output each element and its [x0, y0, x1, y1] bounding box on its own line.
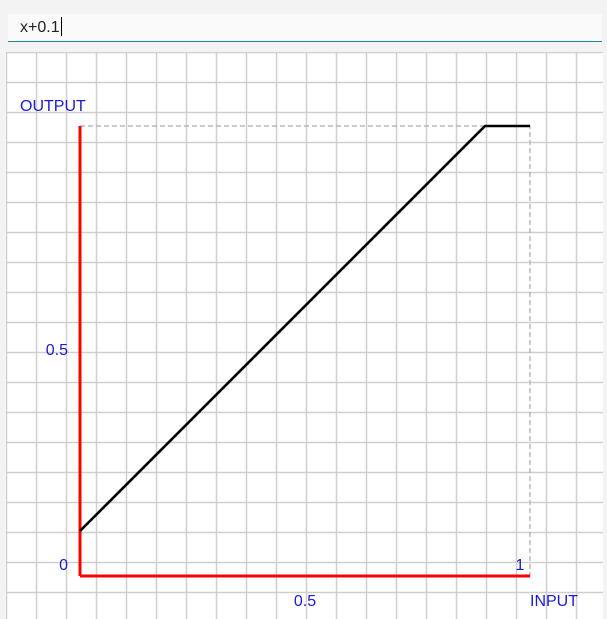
text-caret	[60, 17, 63, 36]
x-tick-label: 0.5	[294, 593, 316, 610]
tick-labels: 0.5 1 0 0.5	[46, 342, 525, 610]
y-axis-title: OUTPUT	[20, 98, 86, 115]
function-curve[interactable]	[79, 124, 530, 532]
grid	[6, 52, 603, 619]
x-tick-label: 1	[516, 557, 525, 574]
formula-input[interactable]: x+0.1	[20, 16, 63, 40]
range-box	[79, 125, 531, 577]
y-tick-label: 0	[59, 557, 68, 574]
x-axis-title: INPUT	[530, 593, 578, 610]
plot-area[interactable]: OUTPUT INPUT 0.5 1 0 0.5	[6, 52, 603, 619]
formula-bar[interactable]: x+0.1	[8, 14, 602, 42]
function-graph[interactable]: OUTPUT INPUT 0.5 1 0 0.5	[6, 52, 603, 619]
y-tick-label: 0.5	[46, 342, 68, 359]
formula-text: x+0.1	[20, 19, 60, 36]
